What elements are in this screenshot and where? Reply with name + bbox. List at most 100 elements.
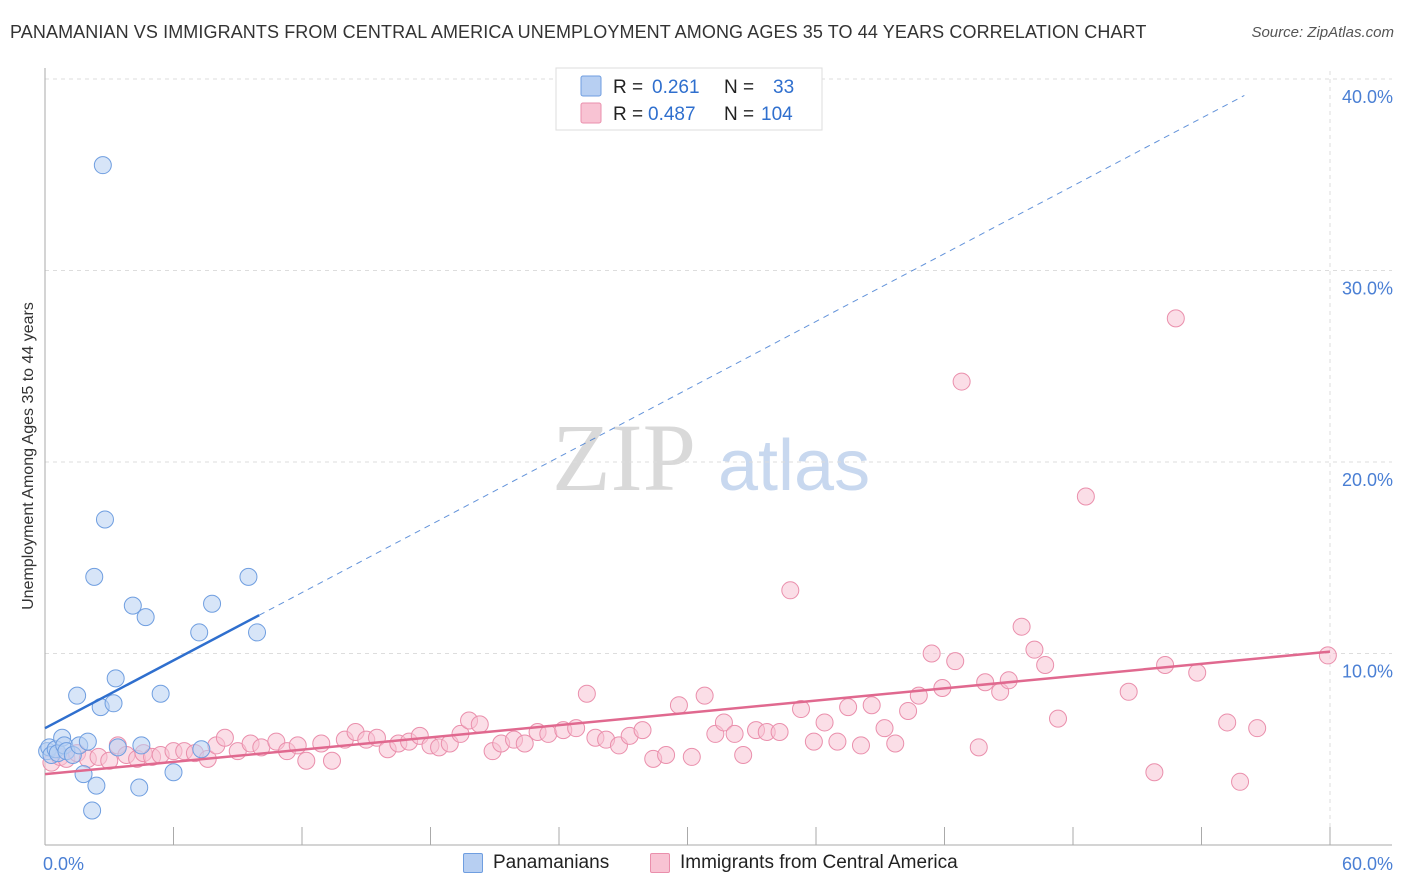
immigrants-point-25	[297, 751, 316, 770]
immigrants-point-93	[1119, 682, 1138, 701]
chart-title: PANAMANIAN VS IMMIGRANTS FROM CENTRAL AM…	[10, 22, 1147, 42]
legend-r-label-blue: R =	[613, 77, 643, 98]
immigrants-point-64	[734, 745, 753, 764]
immigrants-point-71	[815, 713, 834, 732]
legend-n-value-pink: 104	[761, 104, 793, 125]
x-tick-label-max: 60.0%	[1342, 854, 1393, 874]
legend-swatch-panamanians	[463, 853, 483, 873]
trend-lines	[44, 95, 1331, 776]
immigrants-point-67	[770, 723, 789, 742]
panamanians-point-19	[104, 694, 123, 713]
panamanians-point-29	[192, 740, 211, 759]
immigrants-point-62	[714, 713, 733, 732]
legend-swatch-immigrants	[650, 853, 670, 873]
panamanians-trend-extension	[258, 95, 1245, 616]
immigrants-point-100	[1248, 719, 1267, 738]
immigrants-point-70	[804, 732, 823, 751]
immigrants-trend-line	[44, 650, 1331, 776]
immigrants-point-18	[215, 728, 234, 747]
legend-r-value-blue: 0.261	[652, 77, 700, 98]
immigrants-point-50	[577, 684, 596, 703]
y-tick-label-2: 30.0%	[1342, 279, 1393, 299]
panamanians-point-15	[87, 776, 106, 795]
panamanians-point-17	[93, 156, 112, 175]
legend-item-immigrants: Immigrants from Central America	[650, 852, 958, 874]
immigrants-point-27	[322, 751, 341, 770]
immigrants-points	[42, 309, 1337, 791]
x-tick-label-min: 0.0%	[43, 854, 84, 874]
series-legend: Panamanians Immigrants from Central Amer…	[0, 852, 1406, 878]
immigrants-point-99	[1231, 772, 1250, 791]
watermark-atlas: atlas	[718, 426, 870, 506]
axes	[44, 68, 1392, 846]
immigrants-point-68	[781, 581, 800, 600]
immigrants-point-82	[946, 652, 965, 671]
immigrants-point-84	[969, 738, 988, 757]
panamanians-point-24	[132, 736, 151, 755]
legend-item-panamanians: Panamanians	[463, 852, 609, 874]
y-tick-label-1: 20.0%	[1342, 470, 1393, 490]
panamanians-point-27	[164, 763, 183, 782]
immigrants-point-89	[1025, 640, 1044, 659]
immigrants-point-98	[1218, 713, 1237, 732]
immigrants-point-72	[828, 732, 847, 751]
immigrants-point-101	[1318, 646, 1337, 665]
panamanians-point-9	[68, 686, 87, 705]
immigrants-point-59	[682, 747, 701, 766]
immigrants-point-58	[669, 696, 688, 715]
watermark-zip: ZIP	[552, 404, 696, 511]
source-label: Source: ZipAtlas.com	[1251, 24, 1394, 41]
immigrants-point-55	[633, 721, 652, 740]
immigrants-point-45	[515, 734, 534, 753]
panamanians-point-20	[106, 669, 125, 688]
panamanians-point-18	[95, 510, 114, 529]
watermark: ZIP atlas	[552, 404, 870, 511]
panamanians-point-14	[85, 567, 104, 586]
panamanians-point-25	[136, 608, 155, 627]
panamanians-point-28	[190, 623, 209, 642]
immigrants-point-91	[1049, 709, 1068, 728]
y-tick-label-3: 40.0%	[1342, 87, 1393, 107]
legend-n-label-blue: N =	[724, 77, 754, 98]
correlation-legend: R = 0.261 N = 33 R = 0.487 N = 104	[555, 67, 823, 131]
legend-n-label-pink: N =	[724, 104, 754, 125]
y-tick-label-0: 10.0%	[1342, 662, 1393, 682]
immigrants-point-83	[952, 372, 971, 391]
panamanians-point-32	[248, 623, 267, 642]
legend-r-label-pink: R =	[613, 104, 643, 125]
immigrants-point-41	[470, 715, 489, 734]
legend-n-value-blue: 33	[773, 77, 794, 98]
immigrants-point-74	[851, 736, 870, 755]
immigrants-point-94	[1145, 763, 1164, 782]
immigrants-point-76	[875, 719, 894, 738]
immigrants-point-75	[862, 696, 881, 715]
legend-swatch-blue	[580, 75, 602, 97]
panamanians-point-13	[83, 801, 102, 820]
legend-r-value-pink: 0.487	[648, 104, 696, 125]
immigrants-point-95	[1156, 655, 1175, 674]
panamanians-point-31	[239, 567, 258, 586]
immigrants-point-77	[886, 734, 905, 753]
panamanians-point-22	[123, 596, 142, 615]
legend-label-panamanians: Panamanians	[493, 852, 610, 873]
immigrants-point-73	[839, 698, 858, 717]
immigrants-point-87	[999, 671, 1018, 690]
legend-swatch-pink	[580, 102, 602, 124]
immigrants-point-88	[1012, 617, 1031, 636]
panamanians-point-26	[151, 684, 170, 703]
panamanians-point-30	[203, 594, 222, 613]
panamanians-trend-line	[44, 614, 260, 730]
immigrants-point-69	[792, 700, 811, 719]
immigrants-point-96	[1166, 309, 1185, 328]
immigrants-point-60	[695, 686, 714, 705]
immigrants-point-80	[922, 644, 941, 663]
panamanians-point-23	[130, 778, 149, 797]
gridlines	[45, 71, 1392, 845]
immigrants-point-47	[539, 724, 558, 743]
immigrants-point-63	[725, 724, 744, 743]
panamanians-point-21	[108, 738, 127, 757]
tick-labels: 10.0% 20.0% 30.0% 40.0% 0.0% 60.0%	[43, 87, 1393, 874]
panamanians-point-12	[78, 732, 97, 751]
immigrants-point-57	[657, 745, 676, 764]
